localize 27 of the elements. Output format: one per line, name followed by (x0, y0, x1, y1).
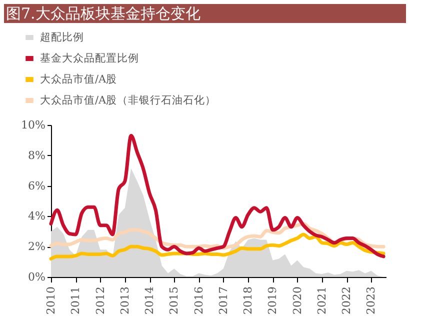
y-tick-label: 4% (28, 210, 46, 223)
y-tick-label: 8% (28, 148, 46, 162)
x-tick-label: 2012 (94, 286, 107, 314)
legend-label: 大众品市值/A股（非银行石油石化） (40, 94, 216, 106)
x-tick-label: 2021 (315, 286, 328, 314)
x-tick-label: 2011 (69, 286, 82, 314)
x-tick-label: 2018 (242, 286, 255, 314)
x-tick-label: 2023 (364, 286, 378, 314)
x-tick-label: 2020 (290, 286, 304, 314)
legend-label: 基金大众品配置比例 (40, 52, 139, 64)
x-tick-label: 2016 (192, 286, 206, 314)
x-tick-label: 2019 (266, 286, 280, 314)
x-tick-label: 2017 (216, 286, 230, 314)
x-tick-label: 2013 (118, 286, 132, 314)
x-tick-label: 2014 (143, 286, 156, 314)
chart-title: 图7.大众品板块基金持仓变化 (6, 4, 200, 22)
legend-label: 超配比例 (40, 30, 84, 44)
legend-label: 大众品市值/A股 (40, 72, 118, 86)
y-tick-label: 2% (28, 240, 46, 254)
y-tick-label: 6% (28, 179, 46, 192)
x-tick-label: 2010 (44, 286, 58, 314)
y-tick-label: 10% (21, 118, 46, 132)
x-tick-label: 2022 (340, 286, 354, 314)
line-series (49, 232, 386, 261)
x-tick-label: 2015 (168, 286, 181, 314)
y-tick-label: 0% (28, 270, 46, 284)
line-series (49, 134, 386, 258)
